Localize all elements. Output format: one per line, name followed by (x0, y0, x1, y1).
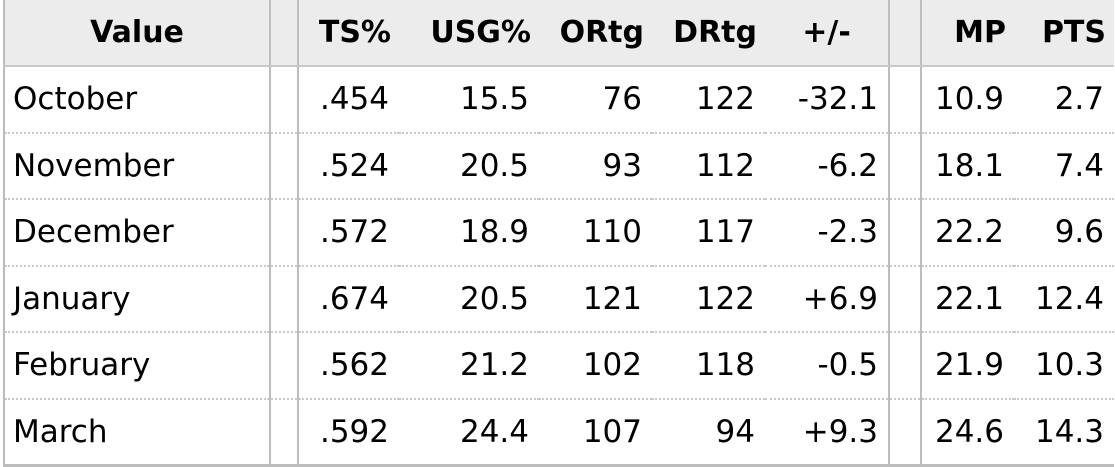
header-ortg[interactable]: ORtg (539, 0, 652, 67)
column-spacer (888, 398, 922, 467)
column-spacer (888, 199, 922, 267)
ortg-cell: 110 (539, 199, 652, 267)
column-spacer (269, 199, 299, 267)
ortg-cell: 102 (539, 332, 652, 400)
ts-cell: .562 (298, 332, 399, 400)
drtg-cell: 117 (652, 199, 765, 267)
usg-cell: 18.9 (399, 199, 539, 267)
pts-cell: 14.3 (1014, 398, 1114, 467)
pts-cell: 2.7 (1014, 66, 1114, 134)
ts-cell: .674 (298, 265, 399, 333)
drtg-cell: 122 (652, 66, 765, 134)
mp-cell: 22.1 (921, 265, 1014, 333)
column-spacer (888, 332, 922, 400)
column-spacer (888, 0, 922, 67)
ts-cell: .592 (298, 398, 399, 467)
drtg-cell: 112 (652, 132, 765, 200)
usg-cell: 24.4 (399, 398, 539, 467)
drtg-cell: 118 (652, 332, 765, 400)
plus-minus-cell: -6.2 (765, 132, 889, 200)
month-cell: November (3, 132, 270, 200)
pts-cell: 10.3 (1014, 332, 1114, 400)
mp-cell: 18.1 (921, 132, 1014, 200)
header-drtg[interactable]: DRtg (652, 0, 765, 67)
table-row: March .592 24.4 107 94 +9.3 24.6 14.3 (3, 398, 1114, 467)
pts-cell: 7.4 (1014, 132, 1114, 200)
month-cell: December (3, 199, 270, 267)
header-value[interactable]: Value (3, 0, 270, 67)
pts-cell: 9.6 (1014, 199, 1114, 267)
table-body: October .454 15.5 76 122 -32.1 10.9 2.7 … (3, 66, 1114, 467)
header-ts[interactable]: TS% (298, 0, 399, 67)
column-spacer (269, 398, 299, 467)
mp-cell: 22.2 (921, 199, 1014, 267)
usg-cell: 15.5 (399, 66, 539, 134)
ts-cell: .454 (298, 66, 399, 134)
mp-cell: 21.9 (921, 332, 1014, 400)
month-cell: February (3, 332, 270, 400)
column-spacer (269, 0, 299, 67)
header-row: Value TS% USG% ORtg DRtg +/- MP PTS (3, 0, 1114, 67)
table-header: Value TS% USG% ORtg DRtg +/- MP PTS (3, 0, 1114, 67)
month-cell: January (3, 265, 270, 333)
monthly-stats-table: Value TS% USG% ORtg DRtg +/- MP PTS Octo… (3, 0, 1114, 467)
drtg-cell: 94 (652, 398, 765, 467)
plus-minus-cell: +6.9 (765, 265, 889, 333)
usg-cell: 20.5 (399, 265, 539, 333)
column-spacer (269, 265, 299, 333)
plus-minus-cell: -0.5 (765, 332, 889, 400)
table-row: January .674 20.5 121 122 +6.9 22.1 12.4 (3, 265, 1114, 333)
ortg-cell: 93 (539, 132, 652, 200)
usg-cell: 20.5 (399, 132, 539, 200)
header-mp[interactable]: MP (921, 0, 1014, 67)
header-plus-minus[interactable]: +/- (765, 0, 889, 67)
ortg-cell: 107 (539, 398, 652, 467)
pts-cell: 12.4 (1014, 265, 1114, 333)
plus-minus-cell: -32.1 (765, 66, 889, 134)
header-pts[interactable]: PTS (1014, 0, 1114, 67)
month-cell: March (3, 398, 270, 467)
ts-cell: .572 (298, 199, 399, 267)
table-row: October .454 15.5 76 122 -32.1 10.9 2.7 (3, 66, 1114, 134)
mp-cell: 24.6 (921, 398, 1014, 467)
mp-cell: 10.9 (921, 66, 1014, 134)
plus-minus-cell: -2.3 (765, 199, 889, 267)
column-spacer (269, 66, 299, 134)
ts-cell: .524 (298, 132, 399, 200)
column-spacer (888, 66, 922, 134)
column-spacer (888, 265, 922, 333)
column-spacer (888, 132, 922, 200)
header-usg[interactable]: USG% (399, 0, 539, 67)
month-cell: October (3, 66, 270, 134)
ortg-cell: 76 (539, 66, 652, 134)
table-row: November .524 20.5 93 112 -6.2 18.1 7.4 (3, 132, 1114, 200)
plus-minus-cell: +9.3 (765, 398, 889, 467)
table-row: February .562 21.2 102 118 -0.5 21.9 10.… (3, 332, 1114, 400)
table-row: December .572 18.9 110 117 -2.3 22.2 9.6 (3, 199, 1114, 267)
usg-cell: 21.2 (399, 332, 539, 400)
column-spacer (269, 332, 299, 400)
drtg-cell: 122 (652, 265, 765, 333)
ortg-cell: 121 (539, 265, 652, 333)
column-spacer (269, 132, 299, 200)
